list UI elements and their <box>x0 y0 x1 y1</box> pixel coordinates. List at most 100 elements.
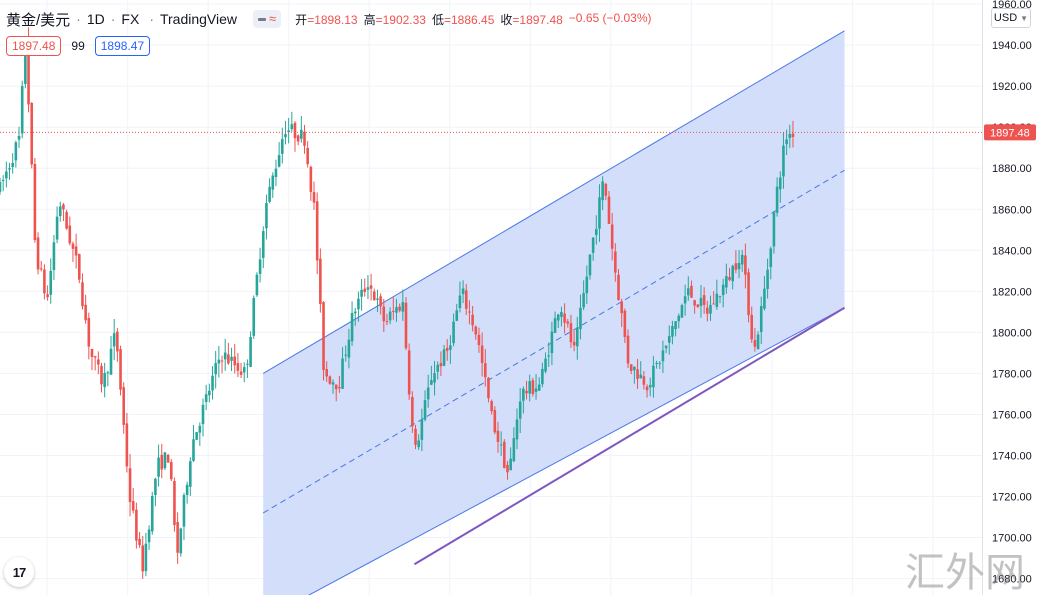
y-tick-label: 1940.00 <box>992 40 1032 52</box>
candle <box>658 360 662 370</box>
candle <box>376 289 379 313</box>
candle <box>287 118 290 144</box>
candle-body <box>220 360 224 362</box>
candle <box>100 362 103 393</box>
candle <box>274 159 278 187</box>
candle-body <box>112 333 116 347</box>
candle-body <box>173 481 176 526</box>
candle-body <box>328 376 332 384</box>
interval-label[interactable]: 1D <box>86 11 105 27</box>
candle-body <box>455 310 459 321</box>
candle <box>166 453 170 463</box>
candle-body <box>753 340 757 347</box>
candle-body <box>150 496 154 532</box>
candle <box>474 325 478 340</box>
candle <box>433 360 436 396</box>
candle <box>775 177 779 217</box>
candle-body <box>522 388 525 401</box>
candle <box>439 351 443 377</box>
candle-body <box>598 197 601 229</box>
candle-body <box>109 348 113 375</box>
separator-dot: · <box>149 11 154 27</box>
candle <box>734 250 738 274</box>
candle-body <box>306 147 309 165</box>
candle-body <box>284 134 287 138</box>
candle-body <box>309 166 313 192</box>
candle-body <box>683 296 687 304</box>
candle <box>20 80 24 139</box>
candle-body <box>236 363 240 371</box>
indicator-toggle[interactable]: ≈ <box>253 10 282 28</box>
candle <box>712 291 715 305</box>
candle <box>189 457 192 497</box>
y-tick-label: 1720.00 <box>992 492 1032 504</box>
candle <box>648 377 652 397</box>
candle-body <box>531 380 535 394</box>
candle-body <box>398 306 401 311</box>
candle-body <box>106 372 110 374</box>
candle <box>544 352 547 374</box>
candle <box>680 303 684 318</box>
candle-body <box>119 349 122 390</box>
candle <box>483 349 487 387</box>
sell-price-button[interactable]: 1897.48 <box>6 36 62 56</box>
candle-body <box>518 401 522 419</box>
candle <box>379 293 382 315</box>
candle <box>173 477 176 532</box>
candle <box>385 313 389 326</box>
candle-body <box>287 130 290 133</box>
candle-body <box>325 369 329 377</box>
candle-body <box>71 243 75 249</box>
buy-price-button[interactable]: 1898.47 <box>94 36 151 56</box>
y-tick-label: 1960.00 <box>992 0 1032 11</box>
currency-label: USD <box>993 12 1018 24</box>
candle <box>471 305 474 332</box>
candle-body <box>176 522 179 553</box>
candle <box>420 408 424 452</box>
candle-body <box>322 302 325 370</box>
candle <box>315 192 319 275</box>
channel-fill <box>263 30 845 595</box>
high-value: =1902.33 <box>375 12 426 27</box>
candle-body <box>277 155 281 167</box>
candle-body <box>144 543 148 572</box>
spread-value: 99 <box>71 39 85 53</box>
candle <box>785 129 788 156</box>
candle <box>163 451 167 471</box>
candle-body <box>483 363 487 378</box>
tradingview-logo-icon[interactable]: 17 <box>4 557 34 587</box>
candle <box>223 338 227 371</box>
candle-body <box>725 276 728 288</box>
symbol-title[interactable]: 黄金/美元 <box>6 11 71 29</box>
candle <box>261 226 265 269</box>
candle-body <box>233 356 237 366</box>
candle <box>84 294 87 324</box>
candle <box>617 269 620 301</box>
candle-body <box>169 461 173 480</box>
candle <box>300 116 303 143</box>
last-price-tag: 1897.48 <box>984 124 1036 141</box>
candle <box>398 303 401 313</box>
candle <box>636 358 639 389</box>
candle <box>541 362 544 388</box>
candle-body <box>439 363 443 367</box>
candle <box>633 366 636 384</box>
separator-dot: · <box>110 11 116 27</box>
candle-body <box>74 246 78 256</box>
candle-body <box>204 394 208 402</box>
candle-body <box>265 203 268 229</box>
candle-body <box>274 168 278 178</box>
candle <box>690 280 693 299</box>
candle-body <box>62 204 65 210</box>
candle-body <box>392 310 395 312</box>
candle <box>407 343 411 400</box>
candle <box>550 321 554 366</box>
candle <box>150 491 154 535</box>
currency-selector[interactable]: USD ▼ <box>991 8 1031 28</box>
candle <box>563 303 566 334</box>
candle <box>157 444 160 487</box>
candle-body <box>591 237 595 253</box>
candle-body <box>344 354 348 356</box>
candle <box>718 295 722 304</box>
